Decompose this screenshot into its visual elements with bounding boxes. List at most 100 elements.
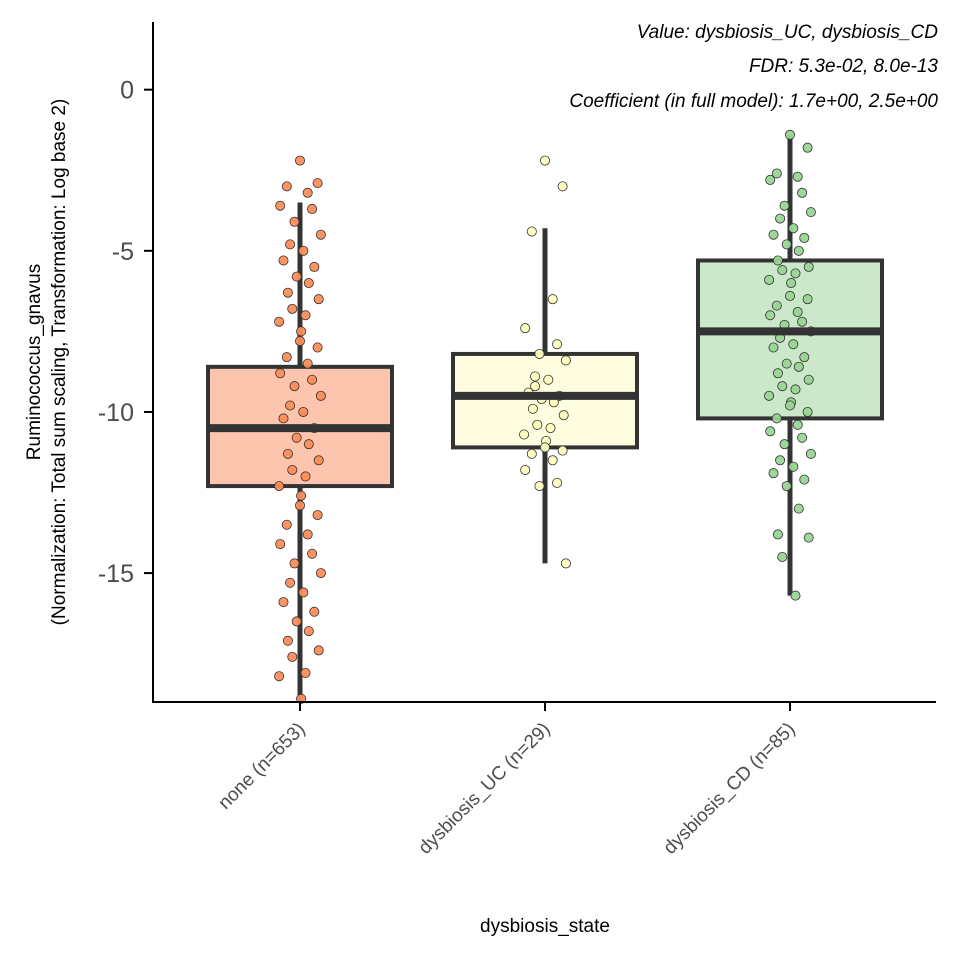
data-point bbox=[275, 200, 286, 211]
data-point bbox=[797, 316, 808, 327]
data-point bbox=[764, 274, 775, 285]
data-point bbox=[803, 532, 814, 543]
y-axis-ticks: 0 -5 -10 -15 bbox=[98, 77, 153, 588]
data-point bbox=[520, 464, 531, 475]
data-point bbox=[275, 368, 286, 379]
data-point bbox=[278, 597, 289, 608]
y-tick-label: -5 bbox=[112, 238, 134, 266]
data-point bbox=[790, 590, 801, 601]
data-point bbox=[274, 671, 285, 682]
x-axis-title: dysbiosis_state bbox=[480, 916, 610, 937]
data-point bbox=[545, 423, 556, 434]
data-point bbox=[802, 406, 813, 417]
data-point bbox=[771, 413, 782, 424]
data-point bbox=[291, 432, 302, 443]
box bbox=[696, 258, 884, 421]
data-point bbox=[309, 606, 320, 617]
data-point bbox=[303, 278, 314, 289]
data-point bbox=[289, 216, 300, 227]
data-point bbox=[786, 278, 797, 289]
data-point bbox=[296, 326, 307, 337]
data-point bbox=[560, 558, 571, 569]
data-point bbox=[285, 577, 296, 588]
data-point bbox=[557, 181, 568, 192]
data-point bbox=[315, 568, 326, 579]
data-point bbox=[300, 310, 311, 321]
data-point bbox=[303, 439, 314, 450]
data-point bbox=[792, 171, 803, 182]
y-axis-title-line2: (Normalization: Total sum scaling, Trans… bbox=[49, 99, 70, 626]
data-point bbox=[294, 155, 305, 166]
data-point bbox=[291, 616, 302, 627]
data-point bbox=[779, 200, 790, 211]
box-group-1 bbox=[206, 155, 394, 704]
data-point bbox=[294, 500, 305, 511]
data-point bbox=[785, 290, 796, 301]
data-point bbox=[287, 464, 298, 475]
data-point bbox=[530, 381, 541, 392]
data-point bbox=[552, 477, 563, 488]
plot-area bbox=[206, 129, 884, 704]
data-point bbox=[281, 181, 292, 192]
data-point bbox=[282, 287, 293, 298]
data-point bbox=[519, 429, 530, 440]
annotation-coefficient: Coefficient (in full model): 1.7e+00, 2.… bbox=[569, 91, 938, 112]
data-point bbox=[799, 474, 810, 485]
data-point bbox=[534, 481, 545, 492]
data-point bbox=[526, 226, 537, 237]
data-point bbox=[520, 323, 531, 334]
y-tick-label: -15 bbox=[98, 560, 134, 588]
data-point bbox=[315, 390, 326, 401]
data-point bbox=[785, 129, 796, 140]
data-point bbox=[793, 361, 804, 372]
x-tick-label: none (n=653) bbox=[214, 719, 309, 814]
data-point bbox=[302, 529, 313, 540]
x-axis-ticks: none (n=653) dysbiosis_UC (n=29) dysbiosis… bbox=[214, 702, 800, 859]
data-point bbox=[291, 271, 302, 282]
data-point bbox=[792, 419, 803, 430]
data-point bbox=[281, 352, 292, 363]
annotation-fdr: FDR: 5.3e-02, 8.0e-13 bbox=[749, 56, 938, 77]
data-point bbox=[772, 529, 783, 540]
data-point bbox=[771, 300, 782, 311]
data-point bbox=[547, 455, 558, 466]
annotation-value: Value: dysbiosis_UC, dysbiosis_CD bbox=[637, 22, 939, 43]
data-point bbox=[282, 635, 293, 646]
data-point bbox=[278, 255, 289, 266]
data-point bbox=[287, 651, 298, 662]
data-point bbox=[294, 336, 305, 347]
data-point bbox=[788, 461, 799, 472]
data-point bbox=[775, 455, 786, 466]
data-point bbox=[765, 174, 776, 185]
data-point bbox=[803, 374, 814, 385]
data-point bbox=[781, 239, 792, 250]
y-tick-label: 0 bbox=[120, 77, 134, 105]
data-point bbox=[534, 348, 545, 359]
data-point bbox=[768, 342, 779, 353]
data-point bbox=[772, 255, 783, 266]
data-point bbox=[307, 203, 318, 214]
data-point bbox=[785, 400, 796, 411]
box-group-3 bbox=[696, 129, 884, 601]
data-point bbox=[315, 229, 326, 240]
data-point bbox=[303, 626, 314, 637]
data-point bbox=[302, 187, 313, 198]
y-tick-label: -10 bbox=[98, 399, 134, 427]
data-point bbox=[300, 471, 311, 482]
data-point bbox=[557, 445, 568, 456]
data-point bbox=[274, 481, 285, 492]
data-point bbox=[289, 381, 300, 392]
data-point bbox=[793, 245, 804, 256]
data-point bbox=[302, 358, 313, 369]
data-point bbox=[289, 558, 300, 569]
data-point bbox=[285, 239, 296, 250]
y-axis-title-line1: Ruminococcus_gnavus bbox=[24, 264, 45, 460]
data-point bbox=[287, 303, 298, 314]
data-point bbox=[788, 223, 799, 234]
data-point bbox=[781, 481, 792, 492]
data-point bbox=[768, 468, 779, 479]
data-point bbox=[775, 213, 786, 224]
data-point bbox=[527, 403, 538, 414]
data-point bbox=[543, 374, 554, 385]
